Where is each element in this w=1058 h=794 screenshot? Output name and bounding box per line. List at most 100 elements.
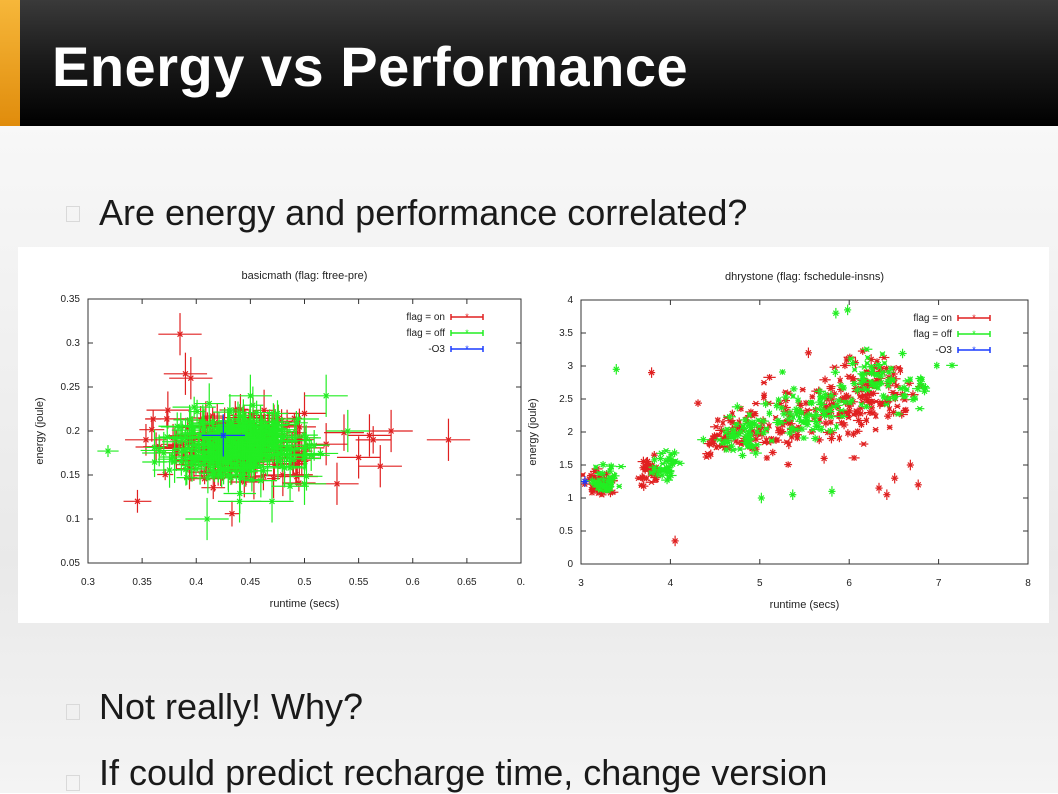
data-point [715, 417, 720, 424]
data-point [819, 376, 830, 384]
data-point [706, 442, 713, 447]
data-point [359, 445, 402, 487]
data-point [894, 404, 900, 409]
figure-panel: basicmath (flag: ftree-pre) runtime (secs… [18, 247, 1049, 623]
x-tick-label: 0. [517, 577, 525, 588]
data-point [158, 313, 201, 355]
data-point [635, 476, 642, 481]
y-tick-label: 0.25 [61, 382, 81, 393]
title-bar: Energy vs Performance [0, 0, 1058, 126]
y-tick-label: 0.5 [559, 526, 573, 537]
x-tick-label: 8 [1025, 578, 1031, 589]
data-point [653, 477, 660, 482]
y-tick-label: 0.35 [61, 294, 81, 305]
data-point [821, 453, 828, 464]
y-axis-label: energy (joule) [34, 397, 46, 464]
legend-marker: * [465, 328, 469, 338]
data-point [883, 489, 890, 500]
data-point [324, 414, 364, 451]
data-point [589, 487, 595, 492]
x-axis-label: runtime (secs) [770, 599, 840, 611]
data-point [784, 461, 792, 467]
x-tick-label: 0.55 [349, 577, 369, 588]
data-point [764, 455, 770, 461]
chart-2: dhrystone (flag: fschedule-insns)runtime… [527, 271, 1031, 611]
x-tick-label: 3 [578, 578, 584, 589]
x-tick-label: 0.4 [189, 577, 203, 588]
data-point [761, 380, 767, 385]
data-point [225, 501, 239, 527]
x-tick-label: 0.5 [298, 577, 312, 588]
data-point [864, 416, 869, 425]
data-point [145, 410, 161, 428]
y-tick-label: 0 [567, 559, 573, 570]
data-point [164, 353, 207, 395]
data-point [169, 357, 212, 399]
y-tick-label: 4 [567, 295, 573, 306]
data-point [427, 419, 470, 461]
data-point [305, 375, 348, 417]
legend-marker: * [465, 344, 469, 354]
chart-title: basicmath (flag: ftree-pre) [242, 270, 368, 282]
bullet-marker [66, 206, 80, 222]
legend: flag = on * flag = off * -O3 * [406, 312, 483, 355]
data-point [884, 412, 892, 420]
data-point [124, 490, 152, 513]
data-point [830, 365, 840, 370]
data-point [752, 401, 760, 406]
y-tick-label: 0.1 [66, 514, 80, 525]
data-point [805, 348, 812, 359]
data-point [849, 455, 860, 461]
data-point [356, 426, 391, 453]
data-point [720, 419, 725, 427]
data-point [891, 473, 898, 484]
charts: basicmath (flag: ftree-pre) runtime (secs… [18, 247, 1049, 623]
data-point [907, 460, 914, 471]
data-point [651, 456, 657, 464]
legend-marker: * [465, 312, 469, 322]
data-point [185, 498, 228, 540]
legend-label: flag = on [406, 312, 445, 323]
data-point [369, 410, 412, 452]
y-tick-label: 2 [567, 427, 573, 438]
y-tick-label: 0.2 [66, 426, 80, 437]
y-tick-label: 2.5 [559, 394, 573, 405]
y-tick-label: 1.5 [559, 460, 573, 471]
x-tick-label: 0.45 [241, 577, 261, 588]
x-tick-label: 0.35 [132, 577, 152, 588]
data-layer [579, 305, 958, 547]
y-tick-label: 0.15 [61, 470, 81, 481]
y-tick-label: 0.3 [66, 338, 80, 349]
legend-label: flag = off [407, 328, 446, 339]
data-point [763, 374, 775, 381]
x-tick-label: 5 [757, 578, 763, 589]
bullet-1: Are energy and performance correlated? [99, 192, 747, 234]
data-point [97, 445, 118, 457]
data-point [348, 414, 391, 456]
data-point [915, 480, 922, 491]
data-layer [97, 313, 470, 540]
plot-frame [581, 300, 1028, 564]
data-point [598, 461, 607, 468]
data-point [828, 419, 833, 425]
legend-label: -O3 [428, 344, 445, 355]
x-tick-label: 0.65 [457, 577, 477, 588]
data-point [775, 437, 780, 442]
x-tick-label: 0.6 [406, 577, 420, 588]
data-point [859, 394, 864, 400]
x-axis-label: runtime (secs) [270, 598, 340, 610]
data-point [837, 434, 842, 442]
data-point [761, 391, 767, 399]
data-point [887, 425, 893, 430]
y-tick-label: 3.5 [559, 328, 573, 339]
y-tick-label: 3 [567, 361, 573, 372]
x-tick-label: 4 [668, 578, 674, 589]
data-point [845, 429, 850, 437]
data-point [648, 367, 655, 378]
chart-1: basicmath (flag: ftree-pre) runtime (secs… [34, 270, 525, 610]
title-accent [0, 0, 20, 126]
data-point [800, 387, 806, 392]
data-point [873, 427, 879, 432]
y-tick-label: 1 [567, 493, 573, 504]
data-point [694, 399, 702, 407]
